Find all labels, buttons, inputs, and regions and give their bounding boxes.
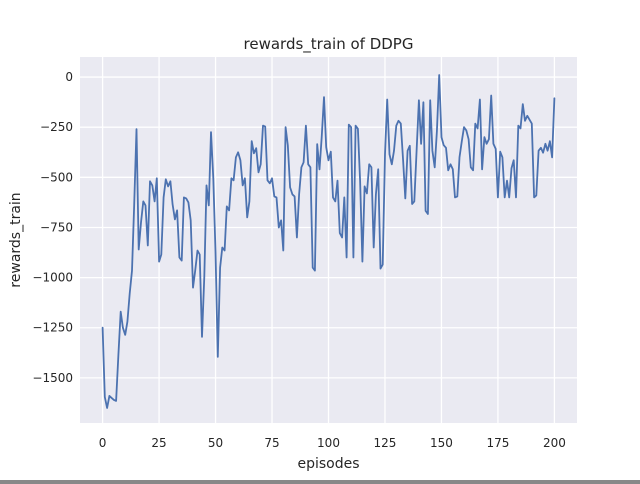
- x-tick: 25: [151, 436, 166, 450]
- chart-title: rewards_train of DDPG: [244, 35, 414, 54]
- y-tick: −500: [40, 170, 73, 184]
- x-tick: 150: [430, 436, 453, 450]
- data-series: [101, 74, 556, 409]
- x-axis-label: episodes: [297, 456, 359, 472]
- y-tick-labels: 0 −250 −500 −750 −1000 −1250 −1500: [32, 70, 73, 385]
- x-tick-labels: 0 25 50 75 100 125 150 175 200: [99, 436, 566, 450]
- y-axis-label: rewards_train: [8, 192, 24, 287]
- series-line-rewards_train: [101, 74, 556, 409]
- x-tick: 175: [486, 436, 509, 450]
- y-tick: −250: [40, 120, 73, 134]
- x-tick: 125: [374, 436, 397, 450]
- x-tick: 50: [208, 436, 223, 450]
- y-tick: 0: [65, 70, 73, 84]
- y-tick: −1250: [32, 321, 73, 335]
- y-tick: −1500: [32, 371, 73, 385]
- y-tick: −1000: [32, 271, 73, 285]
- x-tick: 100: [317, 436, 340, 450]
- x-tick: 0: [99, 436, 107, 450]
- x-tick: 200: [543, 436, 566, 450]
- x-tick: 75: [264, 436, 279, 450]
- y-tick: −750: [40, 220, 73, 234]
